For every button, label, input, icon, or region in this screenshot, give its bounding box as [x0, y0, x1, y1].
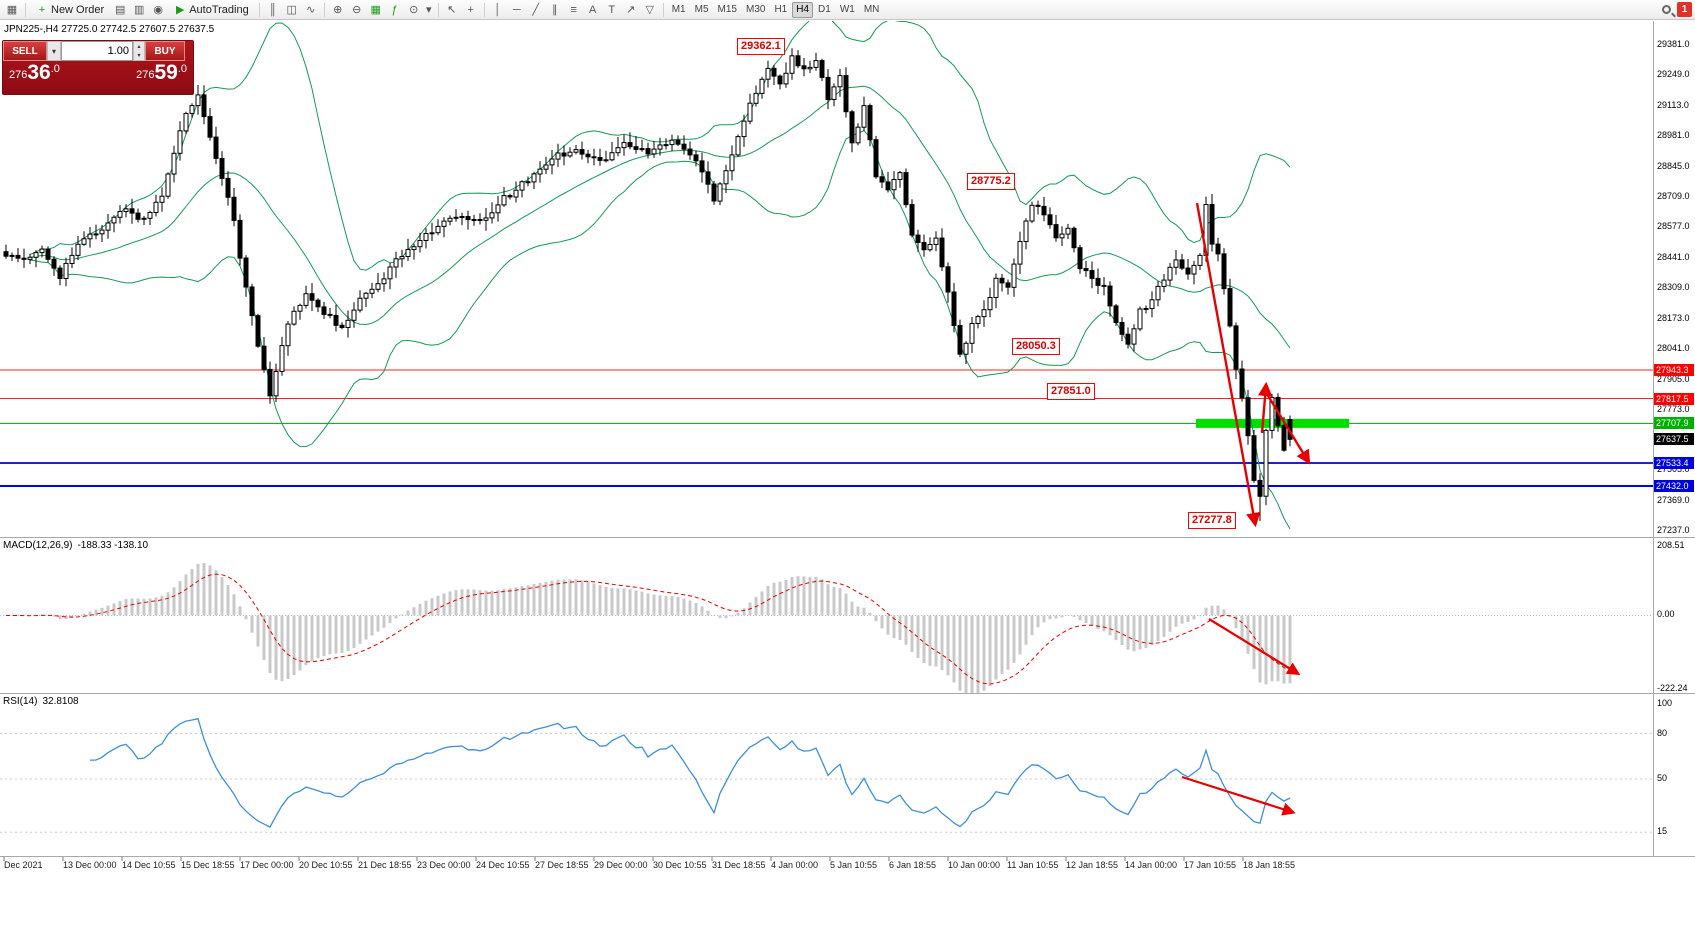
sell-price: 276 36.0 [9, 61, 60, 84]
navigator-icon[interactable]: ◉ [153, 4, 163, 16]
volume-increase-button[interactable]: ▴ [137, 44, 141, 50]
timeframe-m1-button[interactable]: M1 [671, 4, 686, 15]
data-window-icon[interactable]: ▥ [133, 4, 145, 16]
timeframe-group: M1 M5 M15 M30 H1 H4 D1 W1 MN [668, 1, 884, 18]
timeframe-m5-button[interactable]: M5 [694, 4, 709, 15]
plus-icon: + [38, 3, 46, 16]
separator [437, 2, 439, 17]
volume-input[interactable] [61, 41, 133, 61]
new-order-button[interactable]: + New Order [30, 2, 110, 18]
timeframe-mn-button[interactable]: MN [863, 4, 880, 15]
new-chart-icon[interactable]: ▦ [6, 4, 18, 16]
autotrading-label: AutoTrading [189, 3, 249, 16]
separator [483, 2, 485, 17]
toolbar: ▦ + New Order ▤ ▥ ◉ ▶ AutoTrading ║ ◫ ∿ … [0, 0, 1695, 20]
chevron-down-icon[interactable]: ▾ [425, 4, 432, 16]
vertical-line-icon[interactable]: │ [494, 3, 502, 16]
text-icon[interactable]: A [589, 3, 597, 16]
search-icon[interactable] [1662, 5, 1671, 14]
sell-price-prefix: 276 [9, 69, 28, 81]
toolbar-right: 1 [1662, 2, 1692, 17]
sell-button[interactable]: SELL [3, 41, 47, 61]
arrow-tool-icon[interactable]: ↗ [626, 4, 636, 16]
timeframe-d1-button[interactable]: D1 [818, 4, 831, 15]
timeframe-h1-button[interactable]: H1 [774, 4, 788, 15]
price-annotation[interactable]: 28775.2 [967, 173, 1015, 190]
sell-price-decimal: .0 [50, 63, 60, 75]
separator [662, 2, 664, 17]
separator [258, 2, 260, 17]
buy-button[interactable]: BUY [145, 41, 185, 61]
volume-spinner: ▴ ▾ [133, 41, 145, 61]
chevron-down-icon: ▾ [51, 46, 56, 56]
timeframe-w1-button[interactable]: W1 [839, 4, 855, 15]
volume-decrease-button[interactable]: ▾ [137, 53, 141, 59]
zoom-in-icon[interactable]: ⊕ [333, 4, 343, 16]
volume-dropdown-button[interactable]: ▾ [47, 41, 61, 61]
timeframe-h4-button[interactable]: H4 [792, 1, 814, 18]
trade-panel-prices: 276 36.0 276 59.0 [3, 61, 193, 83]
trade-panel-controls: SELL ▾ ▴ ▾ BUY [3, 41, 193, 61]
indicators-icon[interactable]: ƒ [391, 3, 398, 16]
buy-price: 276 59.0 [136, 61, 187, 84]
separator [323, 2, 325, 17]
timeframe-m30-button[interactable]: M30 [745, 4, 766, 15]
horizontal-line-icon[interactable]: ─ [512, 3, 521, 16]
trendline-icon[interactable]: ╱ [532, 4, 540, 16]
channel-icon[interactable]: ∥ [551, 4, 558, 16]
buy-price-decimal: .0 [177, 63, 187, 75]
tile-windows-icon[interactable]: ▦ [370, 4, 381, 16]
bar-chart-icon[interactable]: ║ [268, 3, 277, 16]
candlestick-icon[interactable]: ◫ [286, 4, 297, 16]
price-annotation[interactable]: 28050.3 [1012, 338, 1060, 355]
price-annotation[interactable]: 29362.1 [737, 38, 785, 55]
price-annotation[interactable]: 27851.0 [1047, 383, 1095, 400]
shapes-icon[interactable]: ▽ [645, 4, 654, 16]
market-watch-icon[interactable]: ▤ [114, 4, 126, 16]
new-order-label: New Order [51, 3, 105, 16]
autotrading-button[interactable]: ▶ AutoTrading [168, 2, 255, 18]
notification-badge[interactable]: 1 [1677, 2, 1692, 17]
zoom-out-icon[interactable]: ⊖ [352, 4, 362, 16]
play-icon: ▶ [175, 4, 185, 16]
cursor-icon[interactable]: ↖ [447, 4, 457, 16]
buy-price-big: 59 [154, 61, 178, 84]
period-icon[interactable]: ⊙ [409, 4, 419, 16]
buy-price-prefix: 276 [136, 69, 155, 81]
fibonacci-icon[interactable]: ≡ [570, 3, 577, 16]
line-chart-icon[interactable]: ∿ [306, 4, 316, 16]
separator [25, 2, 26, 17]
sell-price-big: 36 [27, 61, 51, 84]
timeframe-m15-button[interactable]: M15 [717, 4, 737, 15]
price-annotation[interactable]: 27277.8 [1188, 512, 1236, 529]
label-icon[interactable]: T [608, 3, 616, 16]
crosshair-icon[interactable]: + [467, 3, 474, 16]
